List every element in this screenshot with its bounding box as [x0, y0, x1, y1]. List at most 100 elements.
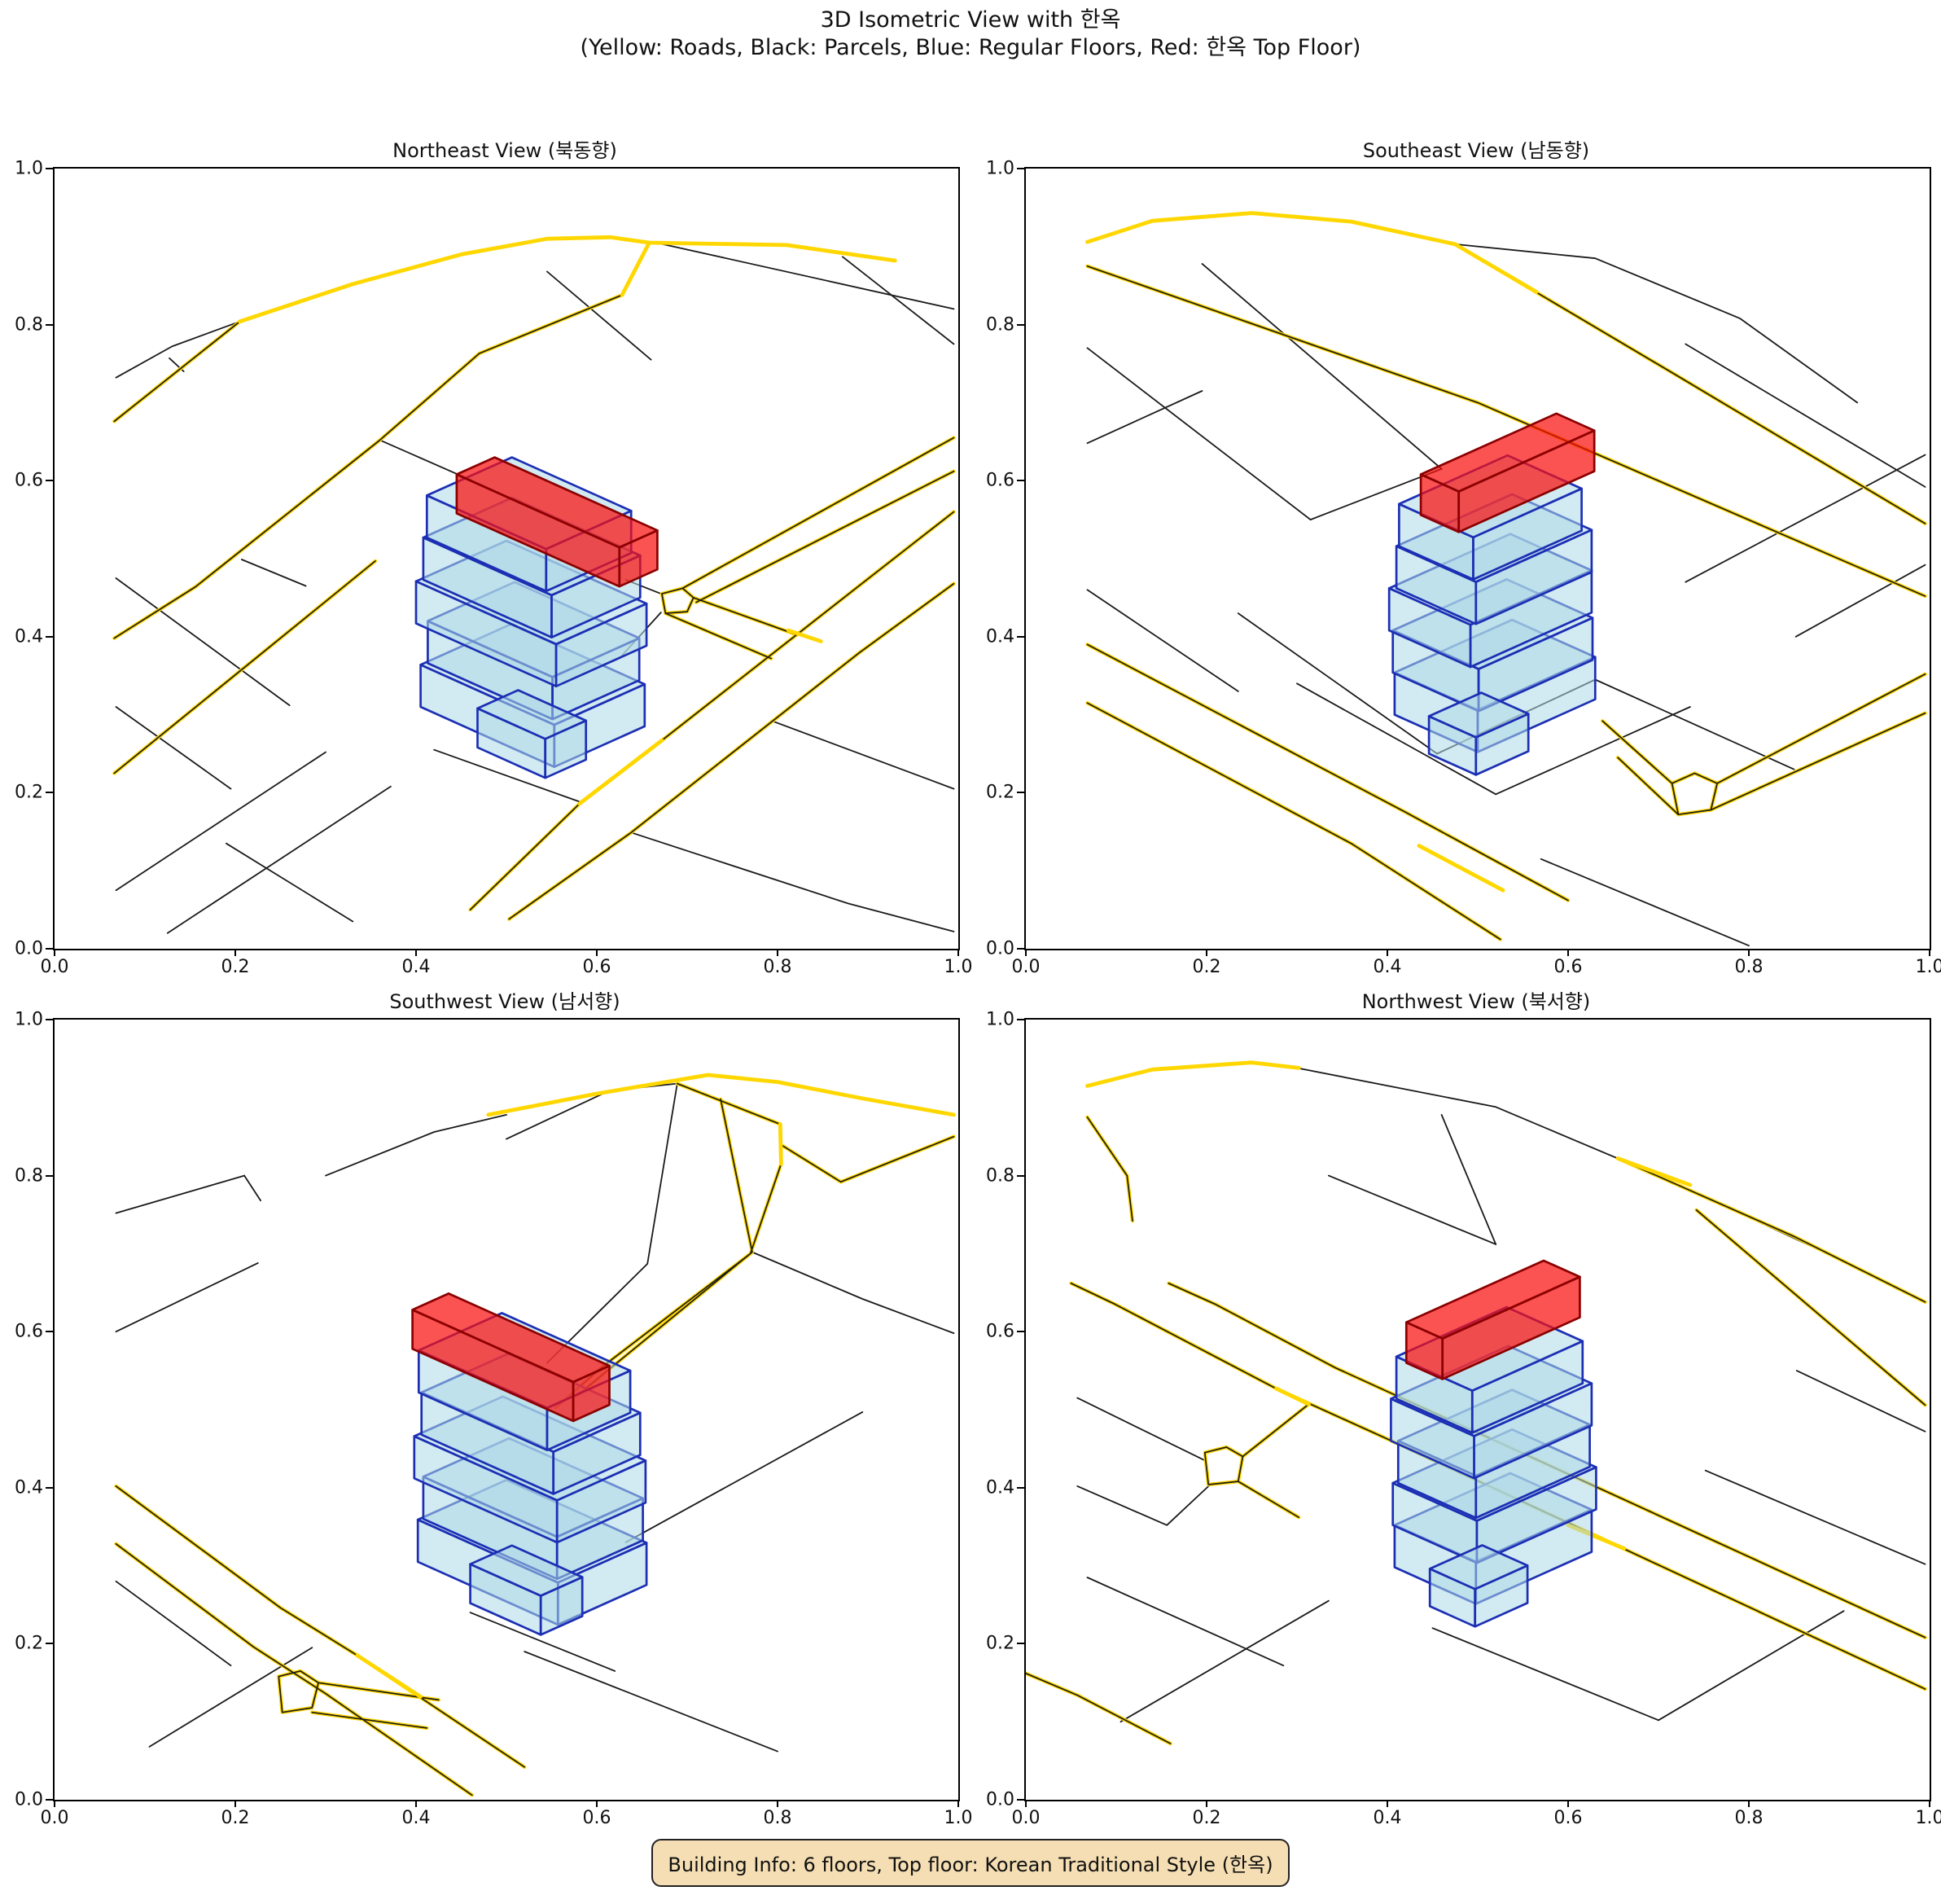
x-tick-mark: [957, 949, 959, 956]
x-tick-label: 1.0: [944, 957, 973, 977]
x-tick-mark: [1748, 1800, 1750, 1807]
subplot-title-northwest: Northwest View (북서향): [1361, 990, 1591, 1013]
y-tick-label: 0.6: [986, 1321, 1014, 1342]
plot-area-northwest: [1024, 1018, 1931, 1801]
x-tick-label: 0.8: [1734, 1808, 1764, 1828]
x-tick-label: 0.2: [221, 957, 250, 977]
y-tick-mark: [46, 1486, 53, 1489]
y-tick-mark: [1017, 480, 1024, 482]
x-tick-label: 1.0: [1915, 1808, 1941, 1828]
y-tick-mark: [46, 168, 53, 169]
y-tick-label: 0.2: [986, 782, 1014, 803]
figure-title-line1: 3D Isometric View with 한옥: [820, 7, 1121, 33]
y-tick-mark: [1017, 1331, 1024, 1333]
y-tick-mark: [46, 323, 53, 326]
y-tick-label: 0.4: [986, 626, 1014, 647]
y-tick-label: 0.6: [15, 1321, 43, 1342]
x-tick-label: 0.4: [1373, 957, 1402, 977]
y-tick-label: 0.6: [15, 470, 43, 491]
y-tick-label: 0.2: [15, 782, 43, 803]
subplot-title-southeast: Southeast View (남동향): [1362, 139, 1590, 162]
x-tick-label: 0.4: [401, 957, 431, 977]
subplot-southwest: Southwest View (남서향) 0.0 0.0 0.2 0.2 0.4 0.4 0…: [15, 990, 973, 1828]
x-tick-label: 0.4: [401, 1808, 431, 1828]
x-tick-label: 0.2: [1192, 1808, 1221, 1828]
y-tick-mark: [1017, 1643, 1024, 1645]
y-tick-label: 0.4: [15, 1477, 43, 1498]
x-tick-label: 0.6: [582, 957, 611, 977]
y-tick-mark: [46, 1019, 53, 1020]
y-tick-label: 0.8: [15, 314, 43, 336]
y-tick-label: 0.8: [15, 1165, 43, 1187]
subplot-southeast: Southeast View (남동향) 0.0 0.0 0.2 0.2 0.4 0.4 0…: [986, 139, 1941, 977]
x-tick-mark: [777, 949, 778, 956]
subplot-title-southwest: Southwest View (남서향): [389, 990, 620, 1013]
y-tick-mark: [46, 1643, 53, 1645]
y-tick-label: 0.6: [986, 470, 1014, 491]
y-tick-mark: [1017, 1174, 1024, 1177]
y-tick-label: 0.8: [986, 314, 1014, 336]
x-tick-mark: [777, 1800, 778, 1807]
y-tick-mark: [1017, 792, 1024, 794]
y-tick-label: 0.0: [15, 938, 43, 959]
x-tick-label: 1.0: [944, 1808, 973, 1828]
x-tick-mark: [1929, 949, 1930, 956]
x-tick-mark: [415, 949, 417, 956]
y-tick-label: 0.0: [986, 1789, 1014, 1810]
y-tick-mark: [46, 948, 53, 950]
x-tick-label: 0.8: [1734, 957, 1764, 977]
x-tick-mark: [1025, 949, 1027, 956]
x-tick-mark: [1387, 949, 1388, 956]
y-tick-mark: [1017, 323, 1024, 326]
subplot-northeast: Northeast View (북동향) 0.0 0.0 0.2 0.2 0.4 0.4 0…: [15, 139, 973, 977]
x-tick-mark: [234, 949, 236, 956]
plot-area-northeast: [53, 167, 960, 950]
y-tick-mark: [46, 1799, 53, 1801]
y-tick-label: 0.2: [15, 1633, 43, 1654]
x-tick-label: 0.0: [40, 957, 69, 977]
y-tick-label: 1.0: [15, 158, 43, 179]
y-tick-mark: [46, 635, 53, 638]
y-tick-mark: [1017, 635, 1024, 638]
x-tick-label: 0.2: [221, 1808, 250, 1828]
x-tick-mark: [1206, 949, 1207, 956]
x-tick-mark: [234, 1800, 236, 1807]
x-tick-mark: [596, 1800, 598, 1807]
x-tick-mark: [1748, 949, 1750, 956]
x-tick-mark: [596, 949, 598, 956]
y-tick-mark: [46, 1331, 53, 1333]
y-tick-label: 1.0: [986, 158, 1014, 179]
y-tick-mark: [46, 792, 53, 794]
y-tick-mark: [1017, 1486, 1024, 1489]
x-tick-mark: [415, 1800, 417, 1807]
x-tick-mark: [1206, 1800, 1207, 1807]
figure-title: 3D Isometric View with 한옥 (Yellow: Roads…: [0, 7, 1941, 62]
plot-area-southwest: [53, 1018, 960, 1801]
y-tick-mark: [46, 1174, 53, 1177]
subplot-northwest: Northwest View (북서향) 0.0 0.0 0.2 0.2 0.4 0.4 0…: [986, 990, 1941, 1828]
y-tick-label: 0.8: [986, 1165, 1014, 1187]
y-tick-label: 0.0: [986, 938, 1014, 959]
x-tick-label: 0.6: [1553, 957, 1583, 977]
y-tick-label: 0.2: [986, 1633, 1014, 1654]
y-tick-label: 1.0: [15, 1009, 43, 1030]
building-info-box: Building Info: 6 floors, Top floor: Kore…: [651, 1839, 1290, 1887]
x-tick-label: 0.0: [40, 1808, 69, 1828]
x-tick-mark: [1025, 1800, 1027, 1807]
x-tick-label: 0.2: [1192, 957, 1221, 977]
x-tick-label: 0.0: [1011, 957, 1041, 977]
x-tick-mark: [54, 949, 55, 956]
y-tick-label: 0.4: [986, 1477, 1014, 1498]
plot-area-southeast: [1024, 167, 1931, 950]
y-tick-mark: [1017, 168, 1024, 169]
x-tick-label: 0.6: [1553, 1808, 1583, 1828]
x-tick-label: 0.8: [763, 1808, 792, 1828]
x-tick-mark: [54, 1800, 55, 1807]
subplot-title-northeast: Northeast View (북동향): [392, 139, 617, 162]
x-tick-mark: [1929, 1800, 1930, 1807]
y-tick-mark: [1017, 948, 1024, 950]
x-tick-mark: [957, 1800, 959, 1807]
y-tick-label: 0.4: [15, 626, 43, 647]
figure-title-line2: (Yellow: Roads, Black: Parcels, Blue: Re…: [580, 35, 1361, 60]
